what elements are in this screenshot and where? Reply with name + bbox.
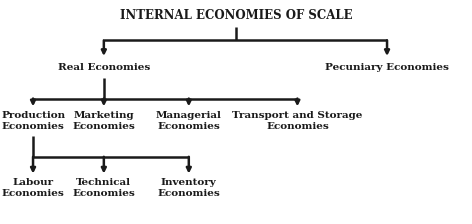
- Text: Production
Economies: Production Economies: [1, 111, 65, 131]
- Text: Managerial
Economies: Managerial Economies: [156, 111, 222, 131]
- Text: INTERNAL ECONOMIES OF SCALE: INTERNAL ECONOMIES OF SCALE: [120, 9, 352, 22]
- Text: Real Economies: Real Economies: [58, 63, 150, 72]
- Text: Transport and Storage
Economies: Transport and Storage Economies: [232, 111, 362, 131]
- Text: Inventory
Economies: Inventory Economies: [158, 179, 220, 198]
- Text: Labour
Economies: Labour Economies: [2, 179, 64, 198]
- Text: Marketing
Economies: Marketing Economies: [73, 111, 135, 131]
- Text: Pecuniary Economies: Pecuniary Economies: [325, 63, 449, 72]
- Text: Technical
Economies: Technical Economies: [73, 179, 135, 198]
